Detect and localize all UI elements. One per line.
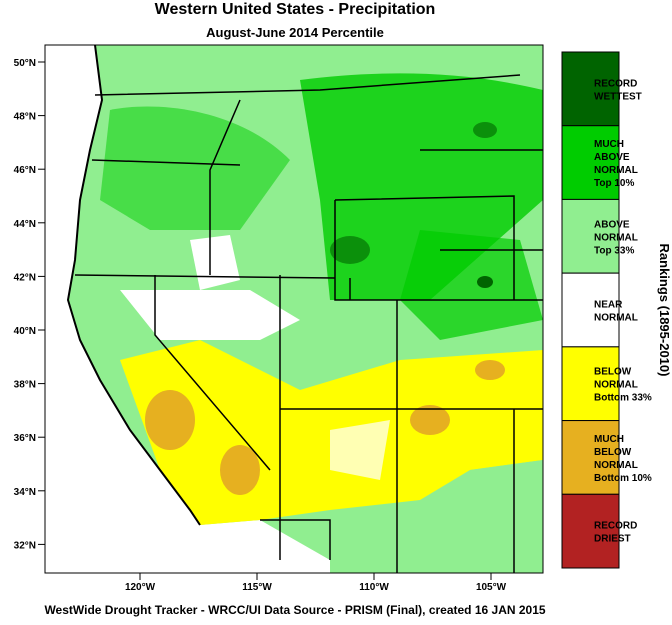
legend-label: RECORD (594, 78, 637, 89)
lat-label: 46°N (14, 165, 36, 176)
legend-label: NORMAL (594, 165, 638, 176)
lat-label: 50°N (14, 58, 36, 69)
lat-label: 36°N (14, 433, 36, 444)
legend-label: ABOVE (594, 219, 630, 230)
legend-label: NORMAL (594, 232, 638, 243)
legend-swatch (561, 272, 620, 348)
legend-swatch (561, 198, 620, 274)
legend-label: MUCH (594, 434, 624, 445)
legend-label: NEAR (594, 300, 623, 311)
lon-label: 105°W (476, 582, 507, 593)
legend-label: NORMAL (594, 313, 638, 324)
lon-label: 110°W (359, 582, 389, 593)
lon-label: 120°W (125, 582, 156, 593)
lat-label: 44°N (14, 219, 36, 230)
legend-label: WETTEST (594, 91, 642, 102)
lat-label: 32°N (14, 540, 36, 551)
lat-label: 38°N (14, 380, 36, 391)
lat-label: 34°N (14, 487, 36, 498)
legend-label: BELOW (594, 367, 632, 378)
legend-label: NORMAL (594, 460, 638, 471)
legend-swatch (561, 493, 620, 569)
legend-label: Bottom 33% (594, 393, 652, 404)
legend-label: ABOVE (594, 152, 630, 163)
legend-label: DRIEST (594, 534, 631, 545)
legend-label: RECORD (594, 521, 637, 532)
lat-label: 42°N (14, 272, 36, 283)
legend-label: Top 10% (594, 178, 634, 189)
legend-swatch (561, 346, 620, 422)
legend-label: Top 33% (594, 245, 634, 256)
legend-title: Rankings (1895-2010) (657, 244, 672, 377)
legend-label: Bottom 10% (594, 473, 652, 484)
legend-label: NORMAL (594, 380, 638, 391)
legend-label: MUCH (594, 139, 624, 150)
lon-label: 115°W (242, 582, 272, 593)
legend-label: BELOW (594, 447, 632, 458)
subtitle: August-June 2014 Percentile (206, 25, 384, 40)
title: Western United States - Precipitation (155, 1, 436, 18)
legend-swatch (561, 125, 620, 200)
footer: WestWide Drought Tracker - WRCC/UI Data … (44, 603, 545, 617)
legend-swatch (561, 51, 620, 127)
lat-label: 48°N (14, 112, 36, 123)
lat-label: 40°N (14, 326, 36, 337)
map (44, 44, 544, 574)
